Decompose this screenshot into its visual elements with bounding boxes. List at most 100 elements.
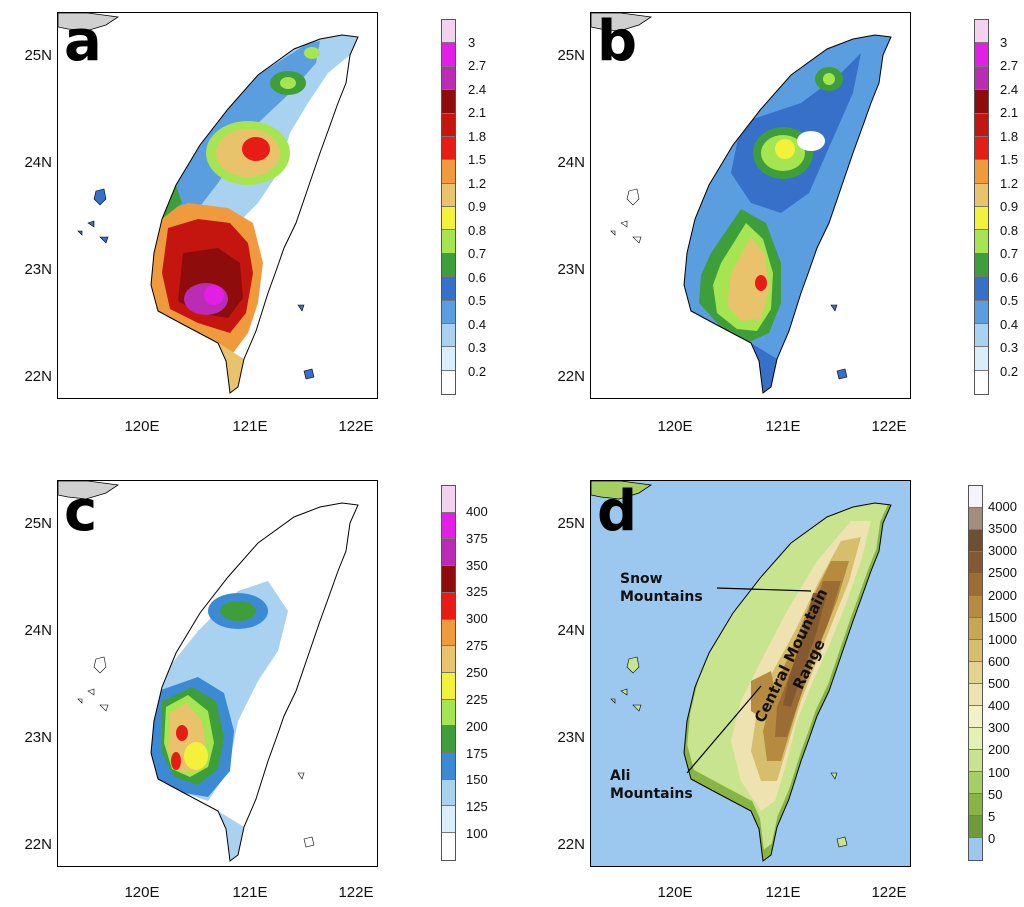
colorbar-label: 2.1 bbox=[468, 105, 487, 120]
colorbar-swatch bbox=[442, 619, 455, 647]
colorbar-swatch bbox=[975, 300, 988, 324]
map-a bbox=[58, 13, 359, 394]
colorbar-swatch bbox=[442, 833, 455, 860]
colorbar-swatch bbox=[975, 136, 988, 161]
colorbar-label: 1.5 bbox=[468, 152, 487, 167]
colorbar-swatch bbox=[442, 20, 455, 44]
x-tick-120e: 120E bbox=[657, 884, 693, 901]
panel-letter-a: a bbox=[64, 9, 102, 74]
x-tick-120e: 120E bbox=[124, 884, 160, 901]
orchid-island bbox=[303, 368, 315, 380]
colorbar-swatch bbox=[975, 160, 988, 184]
x-tick-122e: 122E bbox=[871, 418, 907, 435]
colorbar-label: 5 bbox=[988, 808, 996, 824]
colorbar-label: 100 bbox=[466, 826, 488, 842]
y-tick-24n: 24N bbox=[24, 154, 52, 171]
label-snow-line1: Snow bbox=[620, 571, 663, 587]
taiwan-outline bbox=[683, 34, 892, 394]
panel-letter-b: b bbox=[597, 9, 638, 74]
y-tick-22n: 22N bbox=[24, 836, 52, 853]
x-tick-121e: 121E bbox=[232, 418, 268, 435]
colorbar-swatch bbox=[442, 347, 455, 371]
colorbar-swatch bbox=[442, 136, 455, 161]
colorbar-label: 125 bbox=[466, 799, 488, 815]
colorbar-swatch bbox=[969, 772, 982, 794]
x-tick-121e: 121E bbox=[765, 884, 801, 901]
colorbar-label: 3 bbox=[1000, 34, 1008, 50]
ali-leader-line bbox=[686, 685, 762, 774]
x-tick-122e: 122E bbox=[338, 884, 374, 901]
label-ali-line1: Ali bbox=[610, 768, 631, 784]
colorbar-label: 1.8 bbox=[1000, 128, 1019, 144]
colorbar-swatch bbox=[442, 646, 455, 673]
colorbar-label: 1500 bbox=[988, 609, 1017, 625]
map-c bbox=[58, 481, 359, 862]
colorbar-swatch bbox=[975, 207, 988, 231]
colorbar-swatch bbox=[975, 347, 988, 371]
colorbar-label: 4000 bbox=[988, 499, 1017, 515]
y-tick-22n: 22N bbox=[24, 368, 52, 385]
taiwan-outline bbox=[150, 502, 359, 862]
colorbar-swatch bbox=[442, 277, 455, 301]
x-tick-120e: 120E bbox=[657, 418, 693, 435]
map-frame-a bbox=[57, 12, 378, 399]
colorbar-label: 0.9 bbox=[1000, 199, 1019, 214]
colorbar-swatch bbox=[442, 672, 455, 700]
colorbar-swatch bbox=[975, 43, 988, 67]
colorbar-swatch bbox=[969, 574, 982, 596]
panel-letter-c: c bbox=[64, 479, 98, 544]
label-snow-mountains: Snow Mountains bbox=[620, 570, 703, 606]
orchid-island bbox=[303, 836, 315, 848]
colorbar-label: 1.8 bbox=[468, 128, 487, 144]
map-frame-d bbox=[590, 480, 911, 867]
green-island bbox=[830, 304, 838, 312]
colorbar-swatch bbox=[442, 539, 455, 567]
colorbar-label: 0.2 bbox=[468, 363, 487, 379]
colorbar-swatch bbox=[442, 753, 455, 780]
colorbar-label: 0 bbox=[988, 830, 996, 846]
colorbar-swatch bbox=[969, 552, 982, 574]
map-frame-c bbox=[57, 480, 378, 867]
colorbar-label: 0.9 bbox=[468, 199, 487, 214]
china-coast bbox=[591, 481, 653, 500]
colorbar-label: 2.1 bbox=[1000, 105, 1019, 120]
colorbar-swatch bbox=[442, 113, 455, 137]
colorbar-swatch bbox=[969, 684, 982, 706]
colorbar-swatch bbox=[442, 512, 455, 540]
colorbar-swatch bbox=[975, 183, 988, 207]
colorbar-label: 2.7 bbox=[468, 58, 487, 73]
colorbar-label: 300 bbox=[466, 611, 488, 627]
x-tick-122e: 122E bbox=[871, 884, 907, 901]
colorbar-swatch bbox=[969, 838, 982, 860]
colorbar-label: 275 bbox=[466, 638, 488, 654]
colorbar-label: 350 bbox=[466, 557, 488, 573]
colorbar-b bbox=[974, 19, 989, 395]
colorbar-label: 0.5 bbox=[468, 293, 487, 308]
x-tick-122e: 122E bbox=[338, 418, 374, 435]
label-snow-line2: Mountains bbox=[620, 589, 703, 605]
colorbar-label: 375 bbox=[466, 530, 488, 546]
penghu-islands bbox=[77, 188, 109, 244]
colorbar-label: 2.4 bbox=[468, 81, 487, 97]
x-tick-121e: 121E bbox=[232, 884, 268, 901]
y-tick-24n: 24N bbox=[24, 622, 52, 639]
map-d bbox=[591, 481, 910, 866]
colorbar-swatch bbox=[442, 779, 455, 807]
y-tick-25n: 25N bbox=[557, 515, 585, 532]
y-tick-25n: 25N bbox=[24, 515, 52, 532]
penghu-islands bbox=[610, 188, 642, 244]
snow-leader-line bbox=[716, 587, 812, 592]
y-tick-23n: 23N bbox=[24, 729, 52, 746]
colorbar-swatch bbox=[969, 750, 982, 772]
colorbar-label: 0.4 bbox=[468, 316, 487, 332]
y-tick-23n: 23N bbox=[24, 261, 52, 278]
colorbar-swatch bbox=[969, 706, 982, 728]
colorbar-label: 400 bbox=[466, 503, 488, 519]
colorbar-swatch bbox=[975, 253, 988, 278]
colorbar-swatch bbox=[442, 253, 455, 278]
colorbar-label: 325 bbox=[466, 584, 488, 600]
colorbar-label: 100 bbox=[988, 764, 1010, 780]
label-ali-mountains: Ali Mountains bbox=[610, 767, 693, 803]
y-tick-22n: 22N bbox=[557, 836, 585, 853]
colorbar-label: 1.2 bbox=[1000, 175, 1019, 191]
